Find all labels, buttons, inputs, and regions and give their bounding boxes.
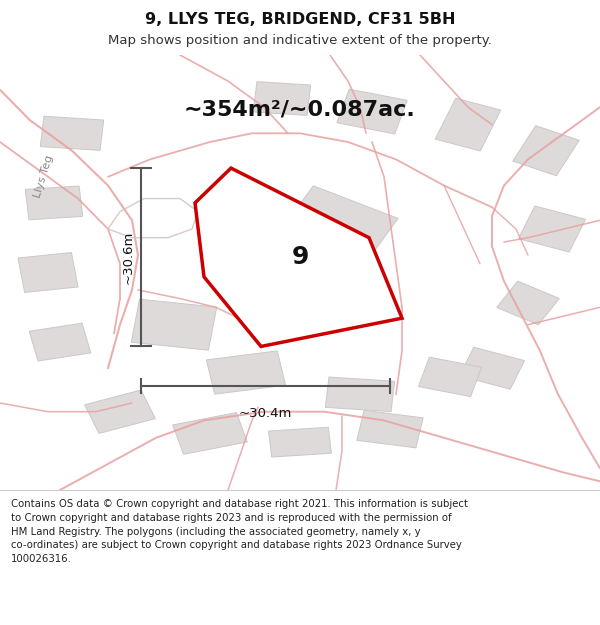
Polygon shape — [18, 253, 78, 292]
Polygon shape — [513, 126, 579, 176]
Text: Map shows position and indicative extent of the property.: Map shows position and indicative extent… — [108, 34, 492, 47]
Polygon shape — [85, 390, 155, 434]
Polygon shape — [206, 351, 286, 394]
Polygon shape — [497, 281, 559, 325]
Polygon shape — [325, 377, 395, 411]
Polygon shape — [173, 412, 247, 454]
Polygon shape — [195, 168, 402, 346]
Polygon shape — [357, 411, 423, 448]
Polygon shape — [29, 323, 91, 361]
Polygon shape — [40, 116, 104, 151]
Text: ~30.4m: ~30.4m — [239, 408, 292, 421]
Polygon shape — [274, 186, 398, 272]
Text: ~30.6m: ~30.6m — [121, 231, 134, 284]
Polygon shape — [435, 98, 501, 151]
Polygon shape — [460, 348, 524, 389]
Text: 9, LLYS TEG, BRIDGEND, CF31 5BH: 9, LLYS TEG, BRIDGEND, CF31 5BH — [145, 12, 455, 27]
Text: 9: 9 — [292, 245, 308, 269]
Polygon shape — [253, 82, 311, 116]
Text: Llys Teg: Llys Teg — [32, 154, 55, 199]
Text: Contains OS data © Crown copyright and database right 2021. This information is : Contains OS data © Crown copyright and d… — [11, 499, 468, 564]
Polygon shape — [131, 299, 217, 350]
Text: ~354m²/~0.087ac.: ~354m²/~0.087ac. — [184, 99, 416, 119]
Polygon shape — [518, 206, 586, 252]
Polygon shape — [25, 186, 83, 220]
Polygon shape — [418, 357, 482, 397]
Polygon shape — [269, 428, 331, 457]
Polygon shape — [337, 89, 407, 134]
